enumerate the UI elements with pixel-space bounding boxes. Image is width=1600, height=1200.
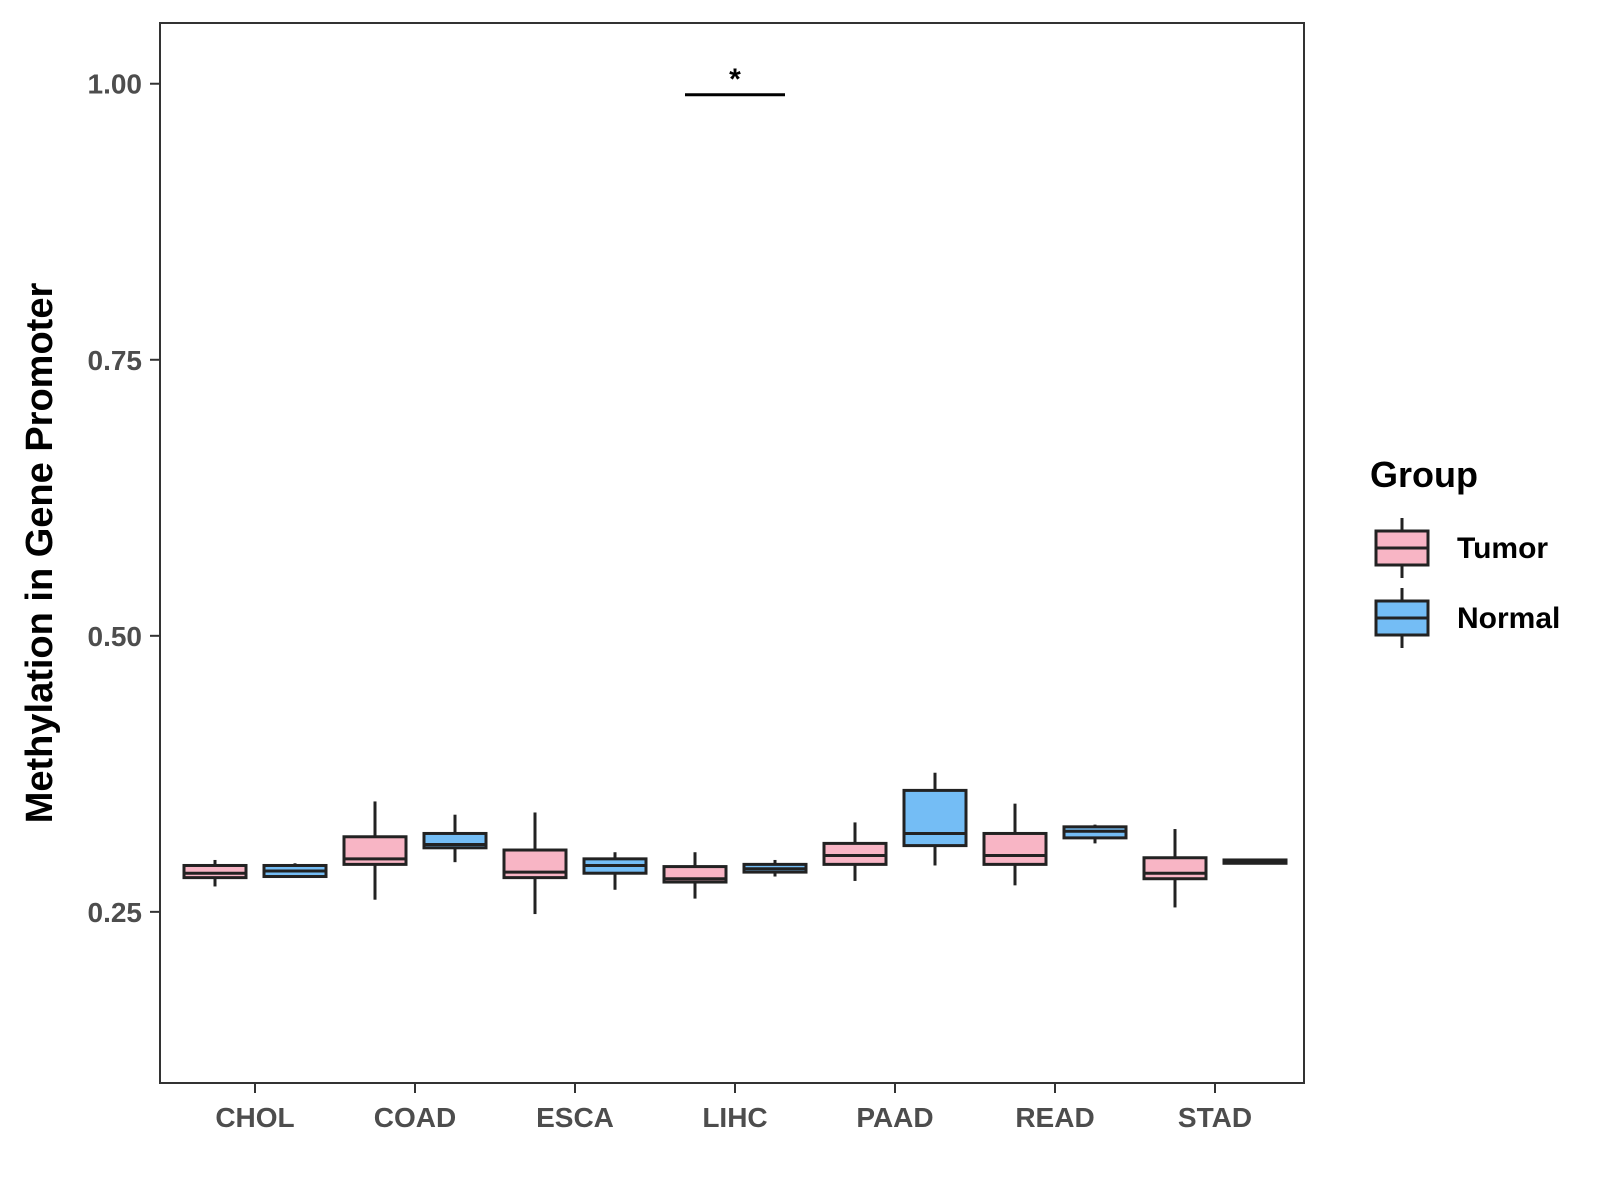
box-normal-esca (582, 852, 648, 890)
x-tick-label: CHOL (215, 1102, 294, 1133)
legend-item-normal: Normal (1374, 588, 1560, 648)
box-tumor-chol (182, 859, 248, 887)
x-tick-label: LIHC (702, 1102, 767, 1133)
box-body (902, 788, 968, 848)
y-tick-label: 0.50 (88, 621, 143, 652)
box-normal-chol (262, 863, 328, 879)
x-tick-label: COAD (374, 1102, 456, 1133)
box-marks (182, 772, 1288, 915)
y-axis-title: Methylation in Gene Promoter (19, 283, 61, 824)
y-axis-ticks: 0.25 0.50 0.75 1.00 (88, 69, 160, 928)
legend-label: Normal (1457, 602, 1560, 635)
box-tumor-read (982, 803, 1048, 886)
box-normal-coad (422, 814, 488, 863)
plot-panel-border (159, 22, 1305, 1084)
box-tumor-lihc (662, 852, 728, 899)
legend-title: Group (1370, 454, 1478, 495)
x-tick-label: PAAD (856, 1102, 933, 1133)
legend: Group Tumor Normal (1370, 454, 1560, 648)
box-body (182, 863, 248, 880)
y-tick-label: 0.25 (88, 897, 143, 928)
box-body (822, 841, 888, 866)
x-tick-label: ESCA (536, 1102, 614, 1133)
x-tick-label: READ (1015, 1102, 1094, 1133)
y-tick-label: 0.75 (88, 345, 143, 376)
box-body (982, 831, 1048, 866)
box-tumor-stad (1142, 829, 1208, 908)
box-tumor-esca (502, 812, 568, 915)
legend-item-tumor: Tumor (1374, 518, 1548, 578)
significance-annotations: * (685, 63, 785, 97)
box-tumor-paad (822, 822, 888, 881)
y-tick-label: 1.00 (88, 69, 143, 100)
box-normal-read (1062, 824, 1128, 844)
box-body (1142, 856, 1208, 881)
box-normal-stad (1222, 858, 1288, 865)
box-normal-lihc (742, 859, 808, 877)
x-tick-label: STAD (1178, 1102, 1252, 1133)
x-axis: CHOL COAD ESCA LIHC PAAD READ STAD (215, 1083, 1252, 1133)
box-normal-paad (902, 772, 968, 866)
legend-label: Tumor (1457, 532, 1548, 565)
box-tumor-coad (342, 801, 408, 900)
significance-label: * (729, 63, 741, 96)
